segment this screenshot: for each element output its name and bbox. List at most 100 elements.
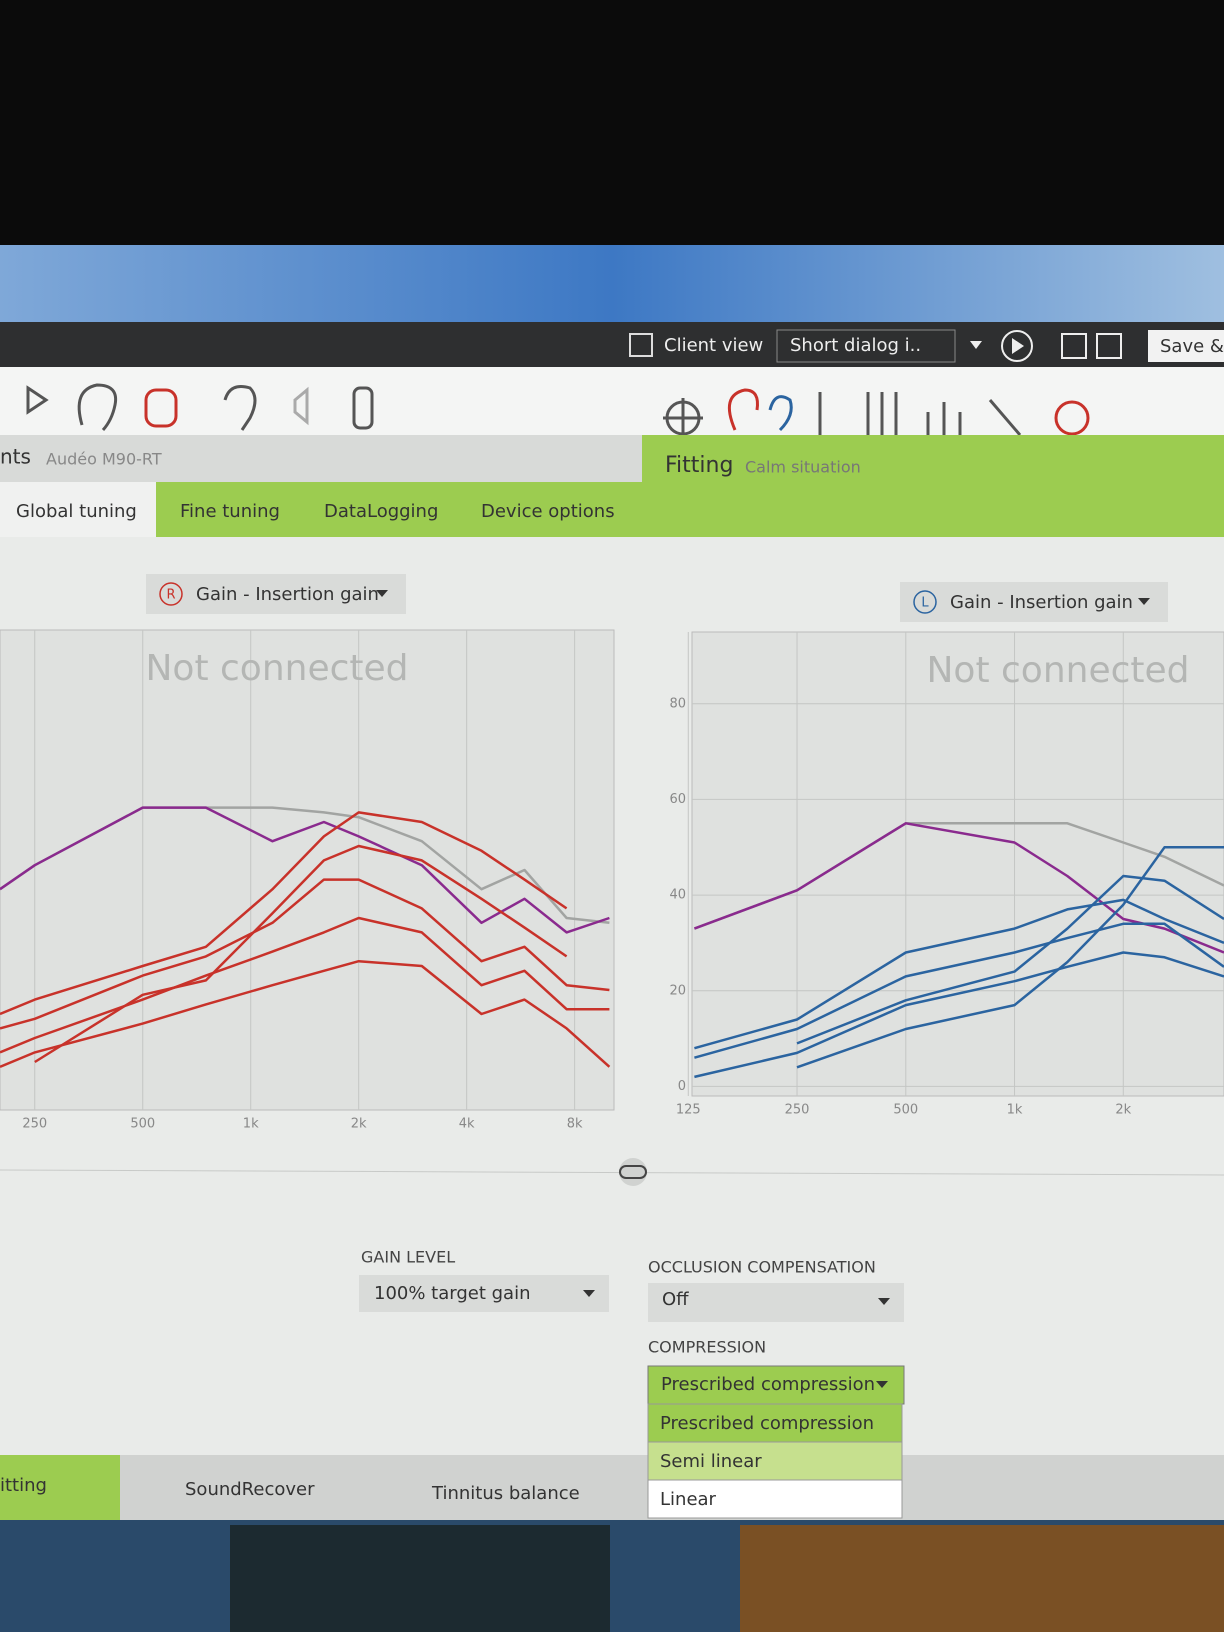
save-label: Save & — [1160, 336, 1224, 357]
gain-curve — [796, 874, 1224, 1045]
option[interactable] — [647, 1479, 903, 1519]
icon[interactable] — [988, 399, 1022, 436]
icon[interactable] — [77, 383, 118, 432]
bottom-tab[interactable]: SoundRecover — [185, 1479, 315, 1500]
mode-header — [642, 435, 1224, 482]
gain-curve — [0, 916, 610, 1054]
option[interactable] — [647, 1403, 903, 1443]
x-tick-label: 125 — [676, 1103, 701, 1118]
side-marker — [159, 582, 183, 606]
icon[interactable] — [1054, 400, 1090, 436]
tab[interactable]: DataLogging — [324, 501, 438, 522]
desktop-rock — [740, 1525, 1224, 1632]
desktop — [0, 245, 1224, 325]
icon[interactable] — [26, 385, 49, 415]
gain-curve — [694, 922, 1224, 1059]
save-button[interactable] — [1148, 330, 1224, 362]
bottom-tab[interactable]: itting — [0, 1475, 47, 1496]
dropdown-arrow — [583, 1290, 595, 1297]
compression-select[interactable] — [647, 1365, 905, 1405]
bottom-tabs: itting SoundRecover Tinnitus balance — [0, 1475, 580, 1504]
checkbox[interactable] — [629, 333, 653, 357]
icon[interactable] — [293, 386, 309, 426]
selector-label: Gain - Insertion gain — [950, 592, 1133, 613]
selector[interactable] — [146, 574, 406, 614]
situation: Calm situation — [745, 458, 861, 477]
x-tick-label: 250 — [22, 1117, 47, 1132]
tab[interactable]: Device options — [481, 501, 615, 522]
x-tick-label: 4k — [459, 1117, 475, 1132]
bottom-tab-bar — [0, 1455, 1224, 1520]
compression-value: Prescribed compression — [661, 1374, 875, 1395]
charts: R Gain - Insertion gain 250 500 1k 2k 4k 8k Not … — [0, 574, 1224, 1132]
dropdown-arrow — [970, 341, 982, 349]
divider — [0, 1169, 1224, 1176]
side-label: L — [921, 596, 929, 611]
x-tick-label: 8k — [567, 1117, 583, 1132]
save-icon[interactable] — [1096, 333, 1122, 359]
side-label: R — [166, 588, 175, 603]
selector-label: Gain - Insertion gain — [196, 584, 379, 605]
tab-bar — [0, 482, 1224, 537]
mode: Fitting — [665, 453, 733, 478]
gain-curve — [693, 822, 1224, 954]
annotation: Not connected — [145, 648, 408, 689]
y-tick-label: 20 — [669, 983, 686, 998]
option-label: Prescribed compression — [660, 1413, 874, 1434]
tab[interactable]: Global tuning — [16, 501, 137, 522]
tab[interactable]: Fine tuning — [180, 501, 280, 522]
occlusion-label: OCCLUSION COMPENSATION — [648, 1258, 876, 1277]
icon[interactable] — [926, 402, 962, 438]
compression-label: COMPRESSION — [648, 1338, 766, 1357]
device-header — [0, 435, 642, 482]
compression-options: Prescribed compression Semi linear Linear — [647, 1403, 903, 1519]
dialog-select[interactable] — [776, 329, 956, 363]
gain-select[interactable] — [359, 1275, 609, 1312]
y-tick-label: 40 — [669, 888, 686, 903]
option[interactable] — [647, 1441, 903, 1481]
dropdown-arrow — [1138, 598, 1150, 605]
print-button[interactable] — [1061, 333, 1087, 359]
icon[interactable] — [768, 395, 793, 432]
title-bar — [0, 322, 1224, 367]
gain-curve — [0, 811, 568, 1016]
icon[interactable] — [223, 385, 257, 431]
x-tick-label: 2k — [351, 1117, 367, 1132]
gain-label: GAIN LEVEL — [361, 1248, 455, 1267]
device-name: Audéo M90-RT — [46, 450, 162, 469]
client-view[interactable]: Client view — [664, 335, 763, 356]
option-label: Linear — [660, 1489, 717, 1510]
occlusion-value: Off — [662, 1289, 689, 1310]
play-icon — [1012, 338, 1024, 354]
side-marker — [913, 590, 937, 614]
selector[interactable] — [900, 582, 1168, 622]
icon[interactable] — [144, 388, 178, 428]
icon[interactable] — [352, 386, 374, 430]
bottom-tab-active[interactable] — [0, 1455, 120, 1520]
dialog-value: Short dialog i.. — [790, 335, 921, 356]
desktop-rock — [230, 1525, 610, 1632]
icon[interactable] — [663, 398, 703, 438]
tab-active[interactable] — [0, 482, 156, 537]
dropdown-arrow — [376, 590, 388, 597]
gain-curve — [0, 806, 610, 934]
y-tick-label: 60 — [669, 792, 686, 807]
header-fragment: nts — [0, 445, 31, 469]
gain-curve — [694, 951, 1224, 1079]
play-button[interactable] — [1001, 330, 1033, 362]
icon[interactable] — [866, 392, 898, 436]
dropdown-arrow — [878, 1298, 890, 1305]
x-tick-label: 1k — [1007, 1103, 1023, 1118]
gain-curve — [694, 898, 1224, 1050]
gain-curve — [0, 959, 611, 1068]
occlusion-select[interactable] — [648, 1283, 904, 1322]
annotation: Not connected — [926, 650, 1189, 691]
icon[interactable] — [727, 388, 759, 431]
option-label: Semi linear — [660, 1451, 762, 1472]
icon-bar — [0, 367, 1224, 435]
bezel — [0, 0, 1224, 245]
link-button[interactable] — [619, 1158, 647, 1186]
bottom-tab[interactable]: Tinnitus balance — [431, 1483, 580, 1504]
